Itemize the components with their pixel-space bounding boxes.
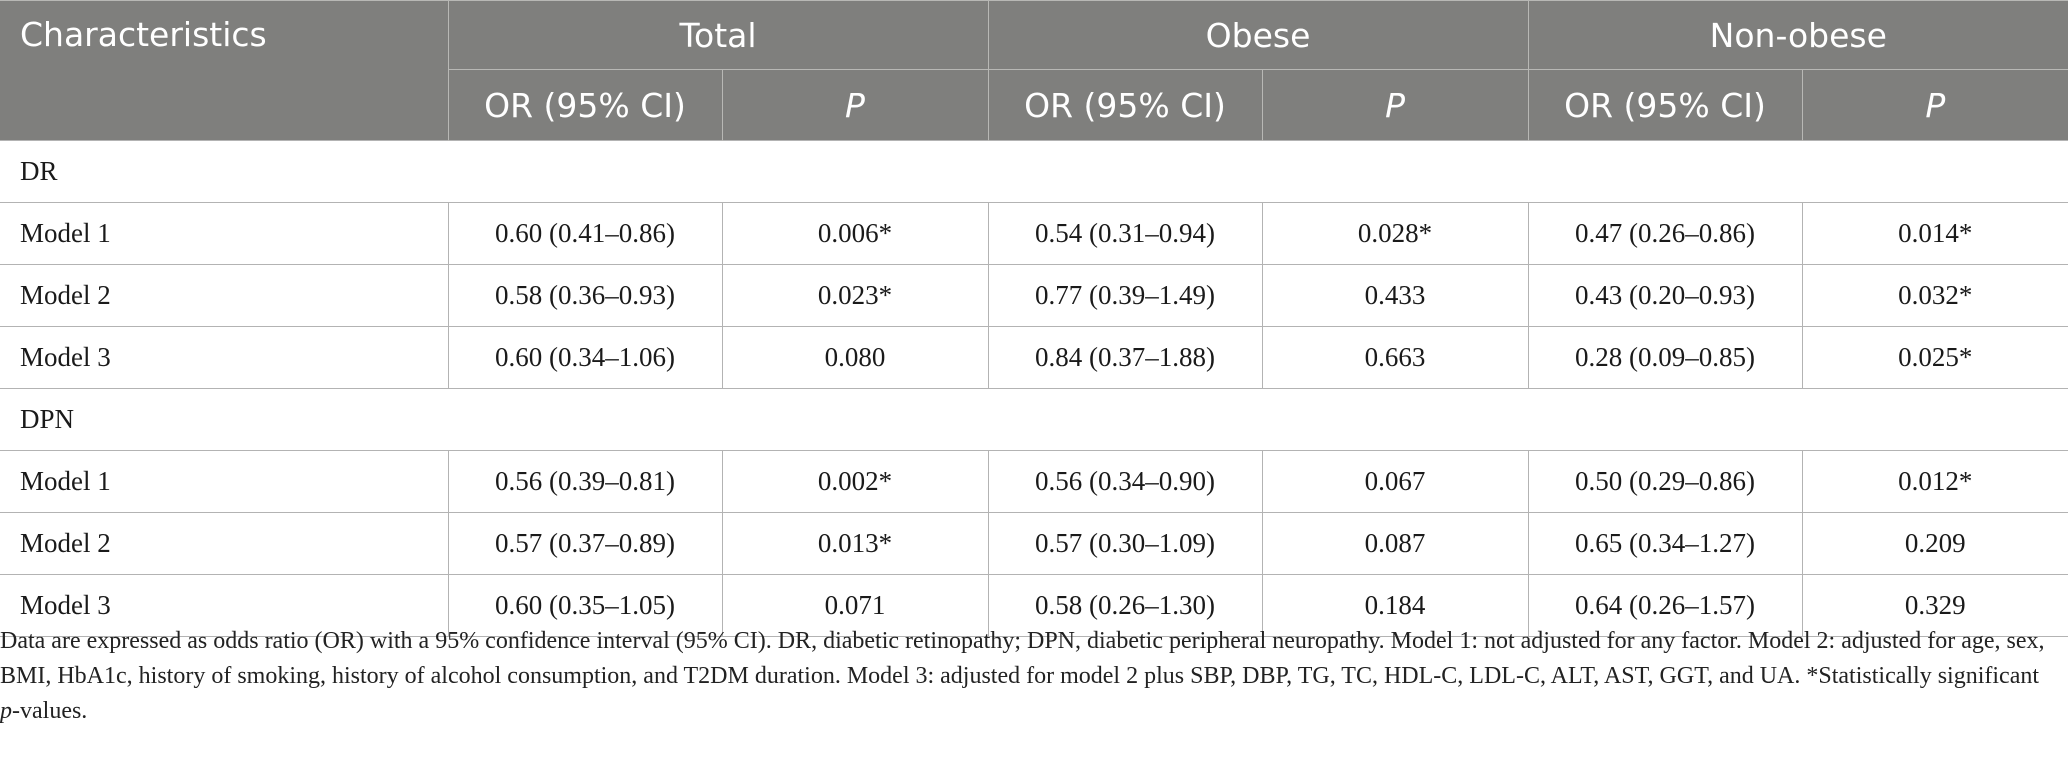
or-total: 0.56 (0.39–0.81) [447,450,722,513]
table-row: Model 3 0.60 (0.34–1.06) 0.080 0.84 (0.3… [0,326,2068,389]
table-row: Model 2 0.58 (0.36–0.93) 0.023* 0.77 (0.… [0,264,2068,327]
footnote-p-italic: p [0,698,12,724]
p-non-obese: 0.209 [1801,512,2068,575]
header-group-non-obese: Non-obese [1527,0,2068,70]
or-total: 0.58 (0.36–0.93) [447,264,722,327]
section-row-dr: DR [0,140,2068,203]
p-non-obese: 0.012* [1801,450,2068,513]
model-label: Model 1 [0,202,448,265]
model-label: Model 1 [0,450,448,513]
table-row: Model 1 0.56 (0.39–0.81) 0.002* 0.56 (0.… [0,450,2068,513]
p-total: 0.080 [721,326,989,389]
p-total: 0.006* [721,202,989,265]
p-non-obese: 0.329 [1801,574,2068,637]
or-obese: 0.54 (0.31–0.94) [987,202,1263,265]
header-or-total: OR (95% CI) [447,69,722,141]
header-or-obese: OR (95% CI) [987,69,1263,141]
p-total: 0.002* [721,450,989,513]
or-non-obese: 0.28 (0.09–0.85) [1527,326,1803,389]
header-p-total: P [721,69,989,141]
p-obese: 0.433 [1261,264,1529,327]
p-non-obese: 0.014* [1801,202,2068,265]
footnote-text: Data are expressed as odds ratio (OR) wi… [0,628,2045,689]
p-total: 0.071 [721,574,989,637]
p-obese: 0.067 [1261,450,1529,513]
p-non-obese: 0.025* [1801,326,2068,389]
header-p-non-obese: P [1801,69,2068,141]
model-label: Model 3 [0,326,448,389]
or-obese: 0.57 (0.30–1.09) [987,512,1263,575]
header-or-non-obese: OR (95% CI) [1527,69,1803,141]
or-obese: 0.77 (0.39–1.49) [987,264,1263,327]
p-obese: 0.184 [1261,574,1529,637]
table-row: Model 1 0.60 (0.41–0.86) 0.006* 0.54 (0.… [0,202,2068,265]
header-group-obese: Obese [987,0,1529,70]
or-non-obese: 0.65 (0.34–1.27) [1527,512,1803,575]
or-total: 0.60 (0.41–0.86) [447,202,722,265]
section-label: DPN [0,388,2068,451]
p-obese: 0.087 [1261,512,1529,575]
p-non-obese: 0.032* [1801,264,2068,327]
or-total: 0.60 (0.35–1.05) [447,574,722,637]
header-characteristics: Characteristics [0,0,448,141]
or-non-obese: 0.50 (0.29–0.86) [1527,450,1803,513]
or-total: 0.57 (0.37–0.89) [447,512,722,575]
or-obese: 0.84 (0.37–1.88) [987,326,1263,389]
p-total: 0.023* [721,264,989,327]
or-total: 0.60 (0.34–1.06) [447,326,722,389]
or-obese: 0.58 (0.26–1.30) [987,574,1263,637]
results-table: Characteristics Total Obese Non-obese OR… [0,0,2068,637]
or-non-obese: 0.64 (0.26–1.57) [1527,574,1803,637]
p-total: 0.013* [721,512,989,575]
section-label: DR [0,140,2068,203]
p-obese: 0.663 [1261,326,1529,389]
or-non-obese: 0.43 (0.20–0.93) [1527,264,1803,327]
header-group-total: Total [447,0,989,70]
footnote-text-end: -values. [12,698,88,724]
or-obese: 0.56 (0.34–0.90) [987,450,1263,513]
p-obese: 0.028* [1261,202,1529,265]
or-non-obese: 0.47 (0.26–0.86) [1527,202,1803,265]
header-p-obese: P [1261,69,1529,141]
table-footnote: Data are expressed as odds ratio (OR) wi… [0,624,2050,729]
model-label: Model 3 [0,574,448,637]
section-row-dpn: DPN [0,388,2068,451]
model-label: Model 2 [0,264,448,327]
model-label: Model 2 [0,512,448,575]
table-row: Model 2 0.57 (0.37–0.89) 0.013* 0.57 (0.… [0,512,2068,575]
table-row: Model 3 0.60 (0.35–1.05) 0.071 0.58 (0.2… [0,574,2068,637]
